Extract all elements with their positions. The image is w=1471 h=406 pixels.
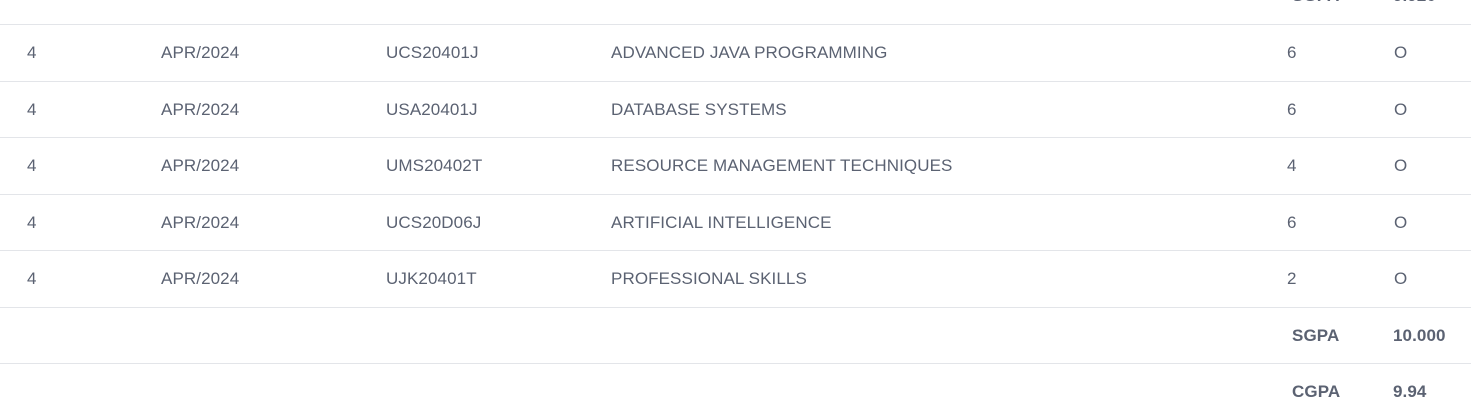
sgpa-label: SGPA <box>1292 325 1340 345</box>
course-code-cell: UJK20401T <box>386 269 477 288</box>
previous-sgpa-row: SGPA 9.920 <box>0 0 1471 25</box>
table-row: 4 APR/2024 UCS20D06J ARTIFICIAL INTELLIG… <box>0 195 1471 251</box>
course-title-cell: PROFESSIONAL SKILLS <box>611 269 807 288</box>
sgpa-value: 10.000 <box>1393 325 1446 345</box>
exam-month-cell: APR/2024 <box>161 269 240 288</box>
credit-cell: 6 <box>1287 212 1297 232</box>
exam-month-cell: APR/2024 <box>161 212 240 232</box>
grade-cell: O <box>1394 269 1408 288</box>
previous-sgpa-label: SGPA <box>1292 0 1339 6</box>
course-title-cell: DATABASE SYSTEMS <box>611 99 787 119</box>
exam-month-cell: APR/2024 <box>161 43 240 62</box>
credit-cell: 4 <box>1287 156 1297 175</box>
previous-sgpa-value: 9.920 <box>1393 0 1436 6</box>
cgpa-value: 9.94 <box>1393 381 1427 401</box>
semester-cell: 4 <box>27 269 37 288</box>
course-code-cell: USA20401J <box>386 99 478 119</box>
table-row: 4 APR/2024 UJK20401T PROFESSIONAL SKILLS… <box>0 251 1471 308</box>
credit-cell: 6 <box>1287 99 1297 119</box>
table-row: 4 APR/2024 UCS20401J ADVANCED JAVA PROGR… <box>0 25 1471 82</box>
grade-cell: O <box>1394 99 1408 119</box>
course-code-cell: UCS20401J <box>386 43 479 62</box>
semester-cell: 4 <box>27 212 37 232</box>
course-title-cell: ADVANCED JAVA PROGRAMMING <box>611 43 888 62</box>
course-code-cell: UMS20402T <box>386 156 483 175</box>
semester-cell: 4 <box>27 43 37 62</box>
cgpa-label: CGPA <box>1292 381 1341 401</box>
grade-cell: O <box>1394 156 1408 175</box>
exam-month-cell: APR/2024 <box>161 156 240 175</box>
credit-cell: 2 <box>1287 269 1297 288</box>
exam-month-cell: APR/2024 <box>161 99 240 119</box>
table-row: 4 APR/2024 USA20401J DATABASE SYSTEMS 6 … <box>0 82 1471 138</box>
course-title-cell: RESOURCE MANAGEMENT TECHNIQUES <box>611 156 953 175</box>
grade-cell: O <box>1394 212 1408 232</box>
semester-cell: 4 <box>27 156 37 175</box>
table-row: 4 APR/2024 UMS20402T RESOURCE MANAGEMENT… <box>0 138 1471 195</box>
cgpa-row: CGPA 9.94 <box>0 364 1471 406</box>
sgpa-row: SGPA 10.000 <box>0 308 1471 364</box>
credit-cell: 6 <box>1287 43 1297 62</box>
course-title-cell: ARTIFICIAL INTELLIGENCE <box>611 212 832 232</box>
grade-cell: O <box>1394 43 1408 62</box>
course-code-cell: UCS20D06J <box>386 212 482 232</box>
semester-cell: 4 <box>27 99 37 119</box>
